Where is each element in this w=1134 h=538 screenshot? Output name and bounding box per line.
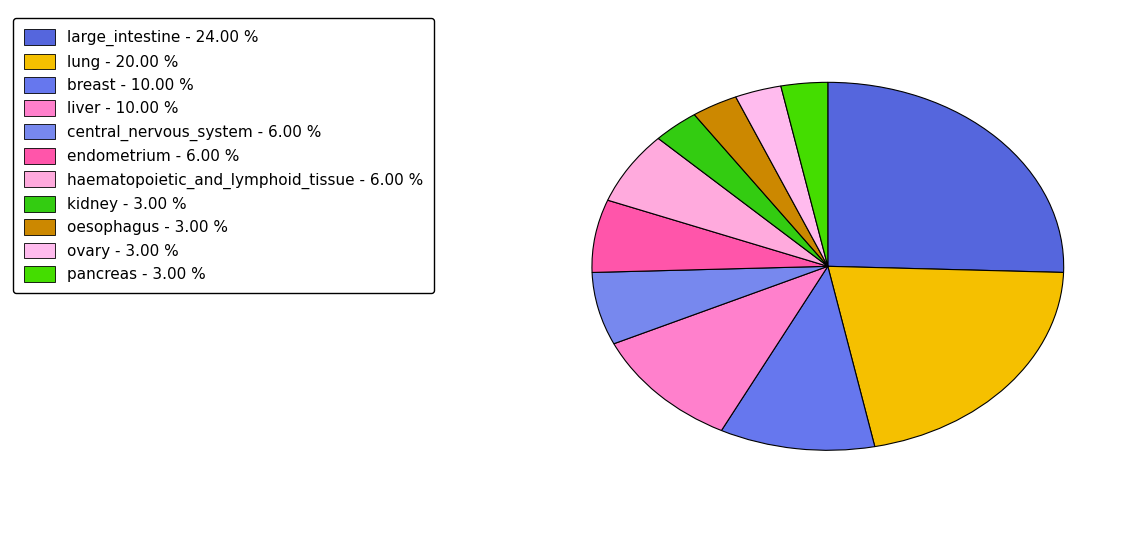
Wedge shape <box>592 266 828 344</box>
Wedge shape <box>613 266 828 430</box>
Wedge shape <box>721 266 874 450</box>
Wedge shape <box>828 266 1064 447</box>
Wedge shape <box>608 138 828 266</box>
Wedge shape <box>658 115 828 266</box>
Wedge shape <box>736 86 828 266</box>
Legend: large_intestine - 24.00 %, lung - 20.00 %, breast - 10.00 %, liver - 10.00 %, ce: large_intestine - 24.00 %, lung - 20.00 … <box>14 18 433 293</box>
Wedge shape <box>592 200 828 272</box>
Wedge shape <box>694 97 828 266</box>
Wedge shape <box>828 82 1064 272</box>
Wedge shape <box>781 82 828 266</box>
